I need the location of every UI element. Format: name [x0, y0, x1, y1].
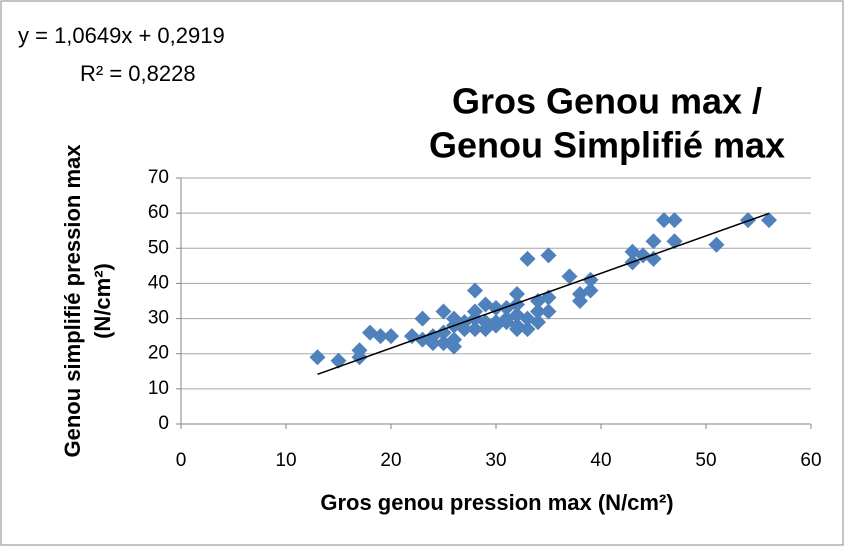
- x-tick-label: 40: [590, 450, 611, 471]
- point: [467, 303, 483, 320]
- point: [708, 236, 725, 253]
- x-axis-label: Gros genou pression max (N/cm²): [320, 490, 673, 515]
- point: [645, 233, 662, 250]
- point: [509, 285, 525, 302]
- point: [435, 303, 452, 320]
- x-tick-label: 50: [695, 450, 716, 471]
- y-axis-label-line: Genou simplifié pression max: [60, 144, 85, 458]
- y-tick-label: 10: [148, 378, 169, 399]
- y-axis-label: Genou simplifié pression max (N/cm²): [60, 144, 115, 458]
- y-tick-label: 70: [148, 167, 169, 188]
- point: [467, 321, 483, 338]
- trend-equation: y = 1,0649x + 0,2919: [18, 23, 225, 48]
- point: [414, 310, 431, 327]
- chart-title: Gros Genou max /: [452, 81, 762, 122]
- x-tick-label: 20: [380, 450, 401, 471]
- point: [467, 282, 483, 299]
- point: [561, 268, 578, 285]
- point: [351, 342, 368, 359]
- point: [656, 212, 672, 229]
- point: [582, 282, 599, 299]
- y-tick-label: 60: [148, 202, 169, 223]
- point: [519, 250, 536, 267]
- x-tick-label: 0: [176, 450, 187, 471]
- point: [635, 247, 651, 264]
- point: [383, 328, 399, 345]
- y-tick-label: 50: [148, 237, 169, 258]
- point: [446, 331, 462, 348]
- point: [645, 250, 662, 267]
- point: [666, 212, 683, 229]
- trend-r2: R² = 0,8228: [80, 61, 196, 86]
- y-tick-label: 20: [148, 343, 169, 364]
- point: [530, 303, 546, 320]
- y-axis-label-line: (N/cm²): [90, 263, 115, 339]
- point: [509, 321, 525, 338]
- point: [519, 321, 536, 338]
- chart-title: Genou Simplifié max: [429, 125, 785, 166]
- y-tick-label: 30: [148, 308, 169, 329]
- x-tick-label: 60: [800, 450, 821, 471]
- point: [456, 321, 473, 338]
- point: [761, 212, 777, 229]
- point: [530, 314, 546, 331]
- point: [540, 303, 557, 320]
- x-tick-label: 30: [485, 450, 506, 471]
- y-tick-label: 0: [158, 413, 169, 434]
- point: [540, 247, 557, 264]
- point: [309, 349, 326, 366]
- x-tick-label: 10: [275, 450, 296, 471]
- trendline: [317, 212, 770, 376]
- y-tick-label: 40: [148, 272, 169, 293]
- point: [509, 296, 525, 313]
- point: [372, 328, 389, 345]
